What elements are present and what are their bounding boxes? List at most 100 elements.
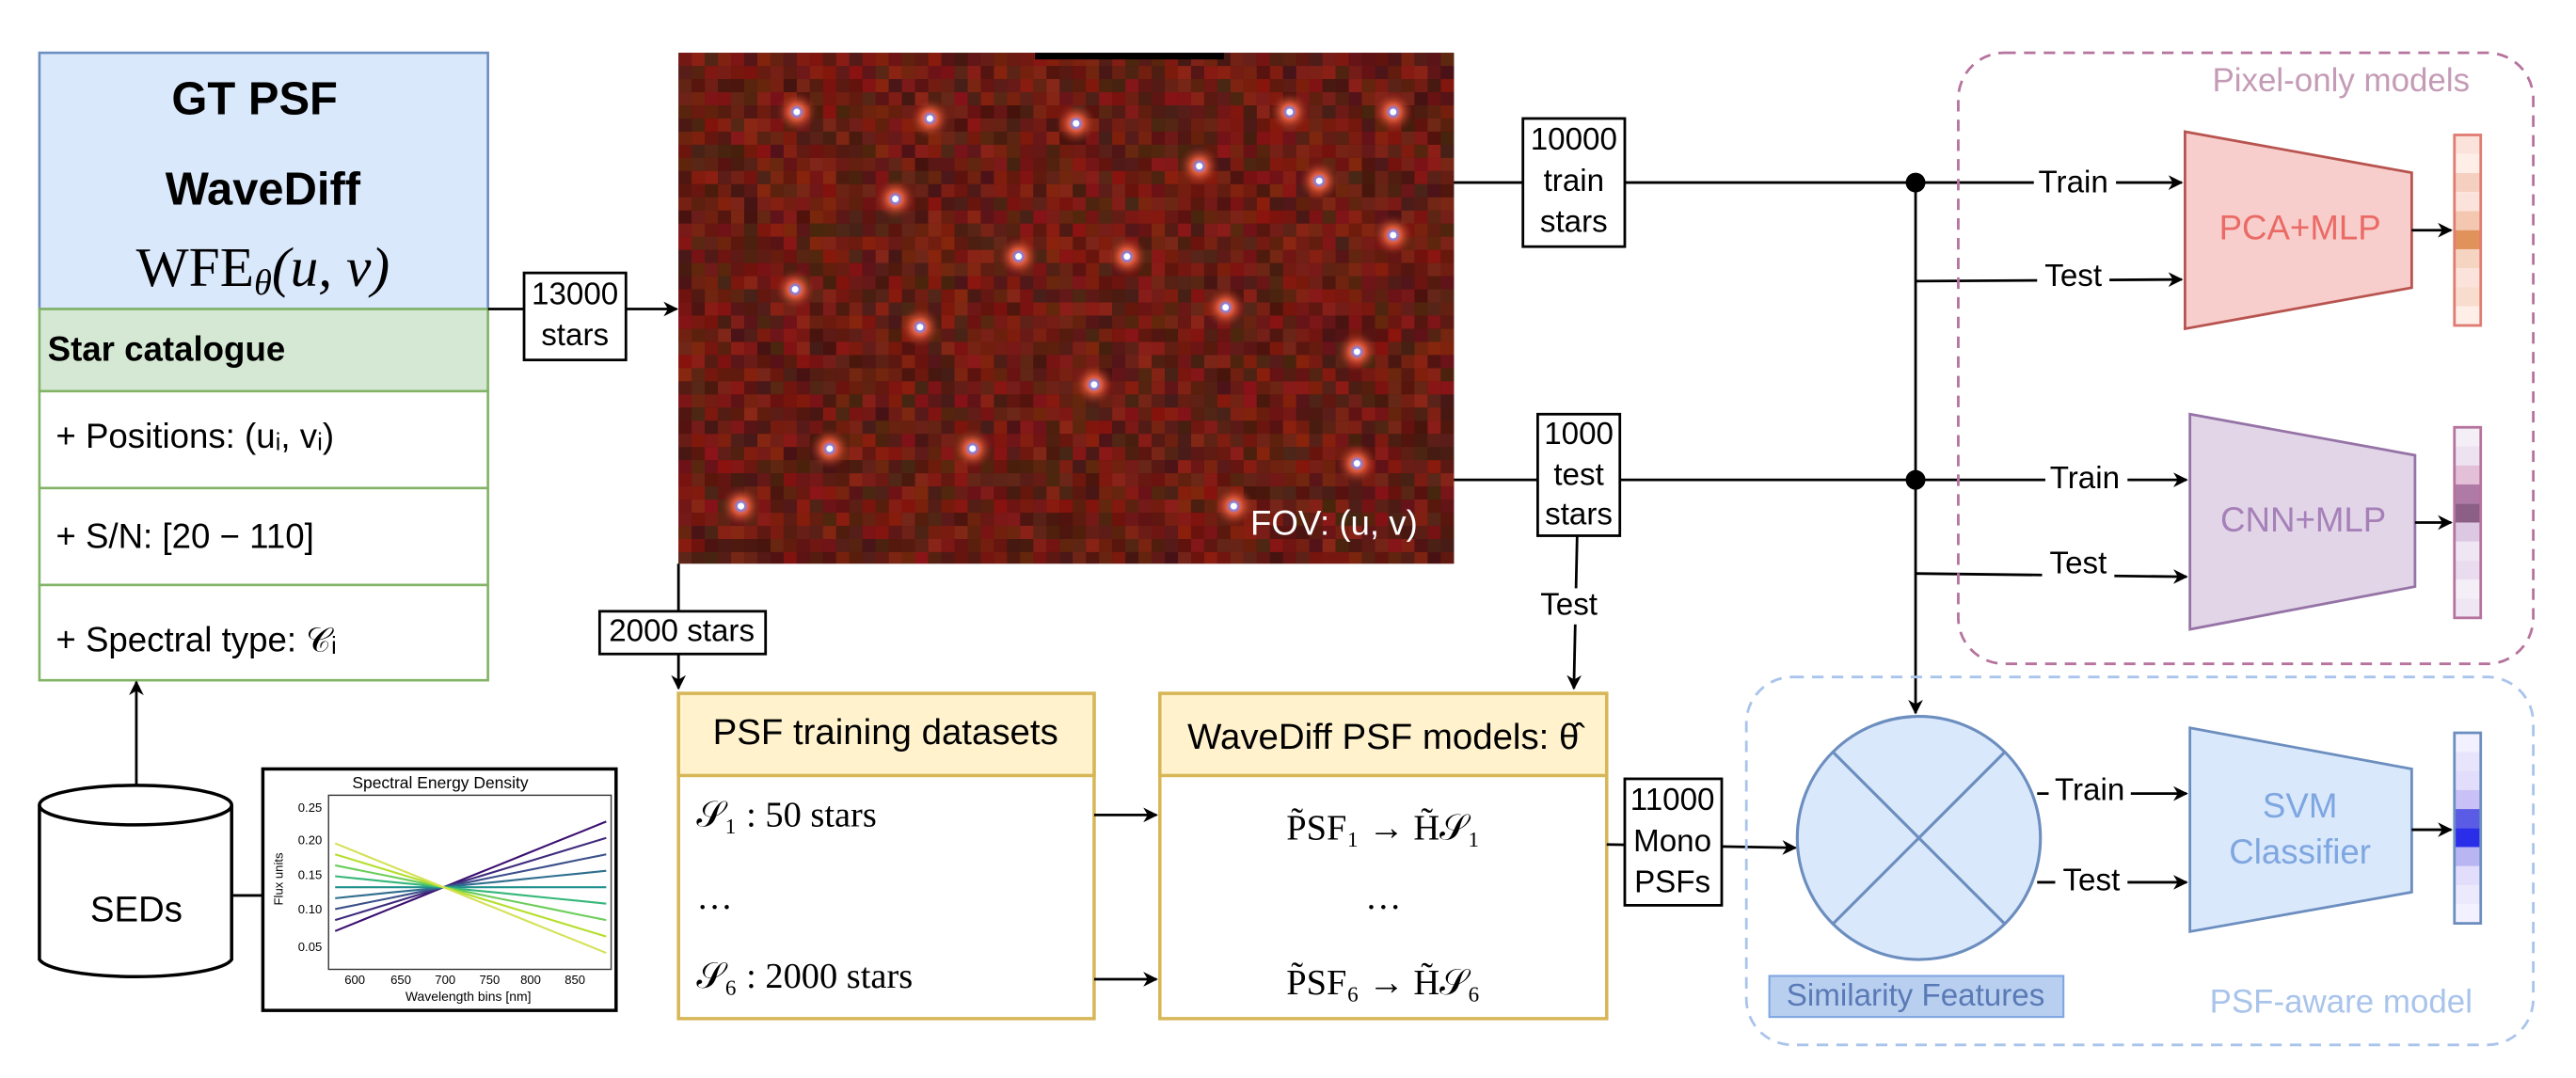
fov-pixel [1361, 66, 1375, 80]
fov-pixel [770, 66, 784, 80]
fov-pixel [1282, 486, 1296, 500]
fov-pixel [1165, 223, 1179, 237]
fov-pixel [796, 368, 810, 382]
fov-pixel [1388, 551, 1402, 564]
fov-pixel [731, 170, 745, 184]
gt-title: GT PSF [171, 73, 338, 124]
fov-pixel [1309, 66, 1323, 80]
fov-pixel [1007, 289, 1021, 303]
svm-model [2188, 726, 2413, 934]
fov-pixel [1296, 328, 1310, 342]
fov-pixel [954, 276, 968, 290]
fov-pixel [888, 407, 902, 421]
fov-pixel [1138, 315, 1153, 329]
fov-pixel [1046, 79, 1060, 93]
fov-pixel [718, 473, 732, 487]
fov-pixel [875, 486, 889, 500]
fov-pixel [1361, 236, 1375, 250]
fov-pixel [1203, 447, 1217, 461]
fov-pixel [1138, 407, 1153, 421]
fov-pixel [928, 513, 942, 527]
fov-pixel [1309, 144, 1323, 158]
label-bg [2037, 260, 2110, 296]
fov-pixel [1375, 368, 1389, 382]
fov-pixel [1152, 144, 1166, 158]
fov-pixel [1086, 92, 1100, 106]
fov-pixel [1414, 513, 1428, 527]
fov-pixel [1020, 368, 1034, 382]
fov-pixel [744, 276, 757, 290]
fov-pixel [1230, 355, 1244, 369]
fov-pixel [1046, 289, 1060, 303]
fov-pixel [1216, 66, 1231, 80]
fov-pixel [888, 460, 902, 474]
fov-pixel [783, 66, 797, 80]
fov-pixel [770, 315, 784, 329]
fov-pixel [835, 197, 850, 211]
fov-pixel [809, 368, 823, 382]
fov-pixel [835, 53, 850, 67]
fov-pixel [1020, 118, 1034, 132]
fov-pixel [1165, 407, 1179, 421]
fov-pixel [1361, 420, 1375, 435]
fov-pixel [1020, 341, 1034, 356]
fov-pixel [1309, 79, 1323, 93]
fov-pixel [1165, 289, 1179, 303]
fov-pixel [862, 131, 876, 145]
fov-pixel [796, 223, 810, 237]
fov-pixel [1073, 170, 1087, 184]
fov-pixel [1322, 302, 1336, 316]
fov-pixel [744, 249, 757, 263]
fov-pixel [678, 183, 692, 198]
fov-pixel [1388, 499, 1402, 514]
fov-pixel [756, 262, 771, 277]
fov-pixel [718, 170, 732, 184]
fov-pixel [1007, 170, 1021, 184]
fov-pixel [1348, 92, 1362, 106]
fov-pixel [1414, 210, 1428, 224]
fov-pixel [901, 394, 915, 408]
fov-pixel [1401, 302, 1415, 316]
fov-pixel [1230, 249, 1244, 263]
fov-pixel [941, 499, 955, 514]
fov-pixel [1269, 249, 1283, 263]
fov-pixel [1414, 341, 1428, 356]
fov-pixel [1059, 197, 1073, 211]
fov-pixel [1007, 368, 1021, 382]
sed-x-tick-label: 700 [435, 973, 455, 987]
vector-cell [2454, 522, 2481, 542]
fov-pixel [1059, 79, 1073, 93]
fov-pixel [783, 236, 797, 250]
seds-cylinder-top [38, 784, 233, 827]
fov-pixel [1125, 526, 1139, 539]
fov-pixel [1282, 262, 1296, 277]
fov-pixel [1152, 249, 1166, 263]
fov-pixel [1401, 407, 1415, 421]
fov-pixel [954, 170, 968, 184]
fov-pixel [1322, 447, 1336, 461]
fov-pixel [692, 302, 706, 316]
fov-pixel [835, 144, 850, 158]
fov-pixel [1033, 526, 1047, 539]
fov-star-core [926, 115, 933, 122]
fov-pixel [888, 105, 902, 119]
fov-pixel [928, 447, 942, 461]
fov-pixel [718, 197, 732, 211]
fov-pixel [822, 170, 836, 184]
fov-pixel [744, 526, 757, 539]
fov-pixel [1059, 407, 1073, 421]
fov-pixel [770, 551, 784, 564]
fov-pixel [1256, 539, 1270, 552]
fov-pixel [809, 210, 823, 224]
fov-pixel [1165, 460, 1179, 474]
fov-pixel [835, 262, 850, 277]
fov-pixel [1256, 315, 1270, 329]
fov-pixel [1440, 66, 1455, 80]
fov-pixel [928, 53, 942, 67]
fov-pixel [1375, 407, 1389, 421]
fov-pixel [809, 315, 823, 329]
fov-pixel [835, 407, 850, 421]
fov-pixel [770, 499, 784, 514]
fov-pixel [1256, 79, 1270, 93]
fov-pixel [1125, 118, 1139, 132]
